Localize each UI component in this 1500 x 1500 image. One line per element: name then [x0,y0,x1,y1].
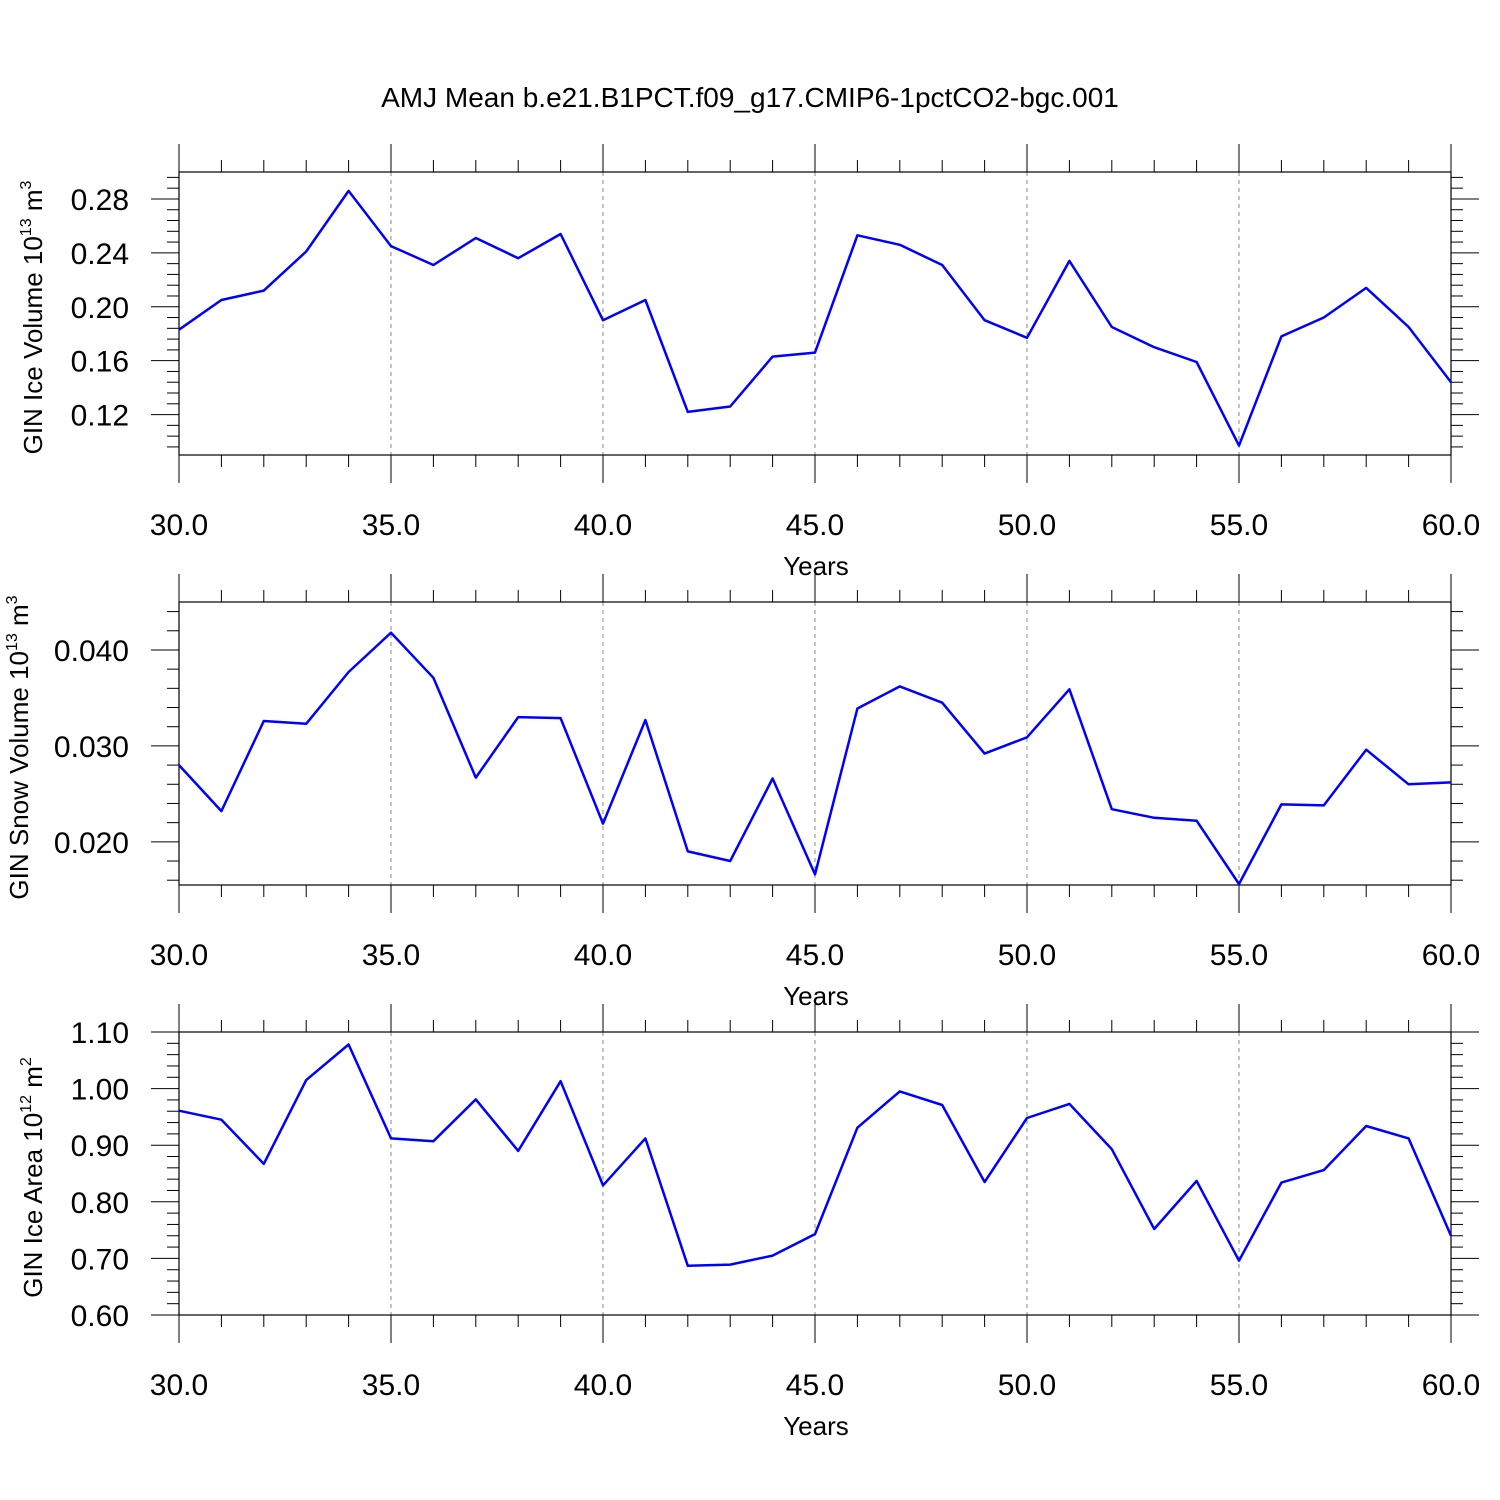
y-tick-label: 0.030 [54,731,129,764]
y-tick-label: 0.16 [71,346,129,379]
x-tick-label: 35.0 [362,509,420,542]
x-tick-label: 40.0 [574,939,632,972]
chart-title: AMJ Mean b.e21.B1PCT.f09_g17.CMIP6-1pctC… [381,82,1119,113]
y-axis-label: GIN Snow Volume 1013 m3 [4,595,34,899]
x-tick-label: 30.0 [150,509,208,542]
x-axis-label: Years [783,1411,849,1441]
x-tick-label: 40.0 [574,1369,632,1402]
series-line [178,189,1452,447]
x-tick-label: 55.0 [1210,939,1268,972]
x-tick-label: 50.0 [998,1369,1056,1402]
y-tick-label: 0.20 [71,292,129,325]
y-axis-label: GIN Ice Volume 1013 m3 [18,180,48,454]
y-tick-label: 0.24 [71,238,129,271]
x-tick-label: 60.0 [1422,939,1480,972]
x-tick-label: 35.0 [362,1369,420,1402]
x-tick-label: 35.0 [362,939,420,972]
y-tick-label: 0.020 [54,827,129,860]
ice-area-panel: 0.60 0.70 0.80 0.90 1.00 1.10 30.0 35.0 40.0 45.0… [18,1004,1480,1441]
x-tick-label: 45.0 [786,1369,844,1402]
y-tick-label: 0.12 [71,400,129,433]
x-tick-label: 45.0 [786,939,844,972]
snow-volume-panel: 0.020 0.030 0.040 30.0 35.0 40.0 45.0 50.0 55.0 6… [4,574,1480,1011]
y-tick-label: 0.040 [54,635,129,668]
x-tick-label: 60.0 [1422,1369,1480,1402]
x-axis-label: Years [783,551,849,581]
y-tick-label: 0.70 [71,1243,129,1276]
x-tick-label: 40.0 [574,509,632,542]
y-tick-label: 1.00 [71,1074,129,1107]
y-tick-label: 0.60 [71,1300,129,1333]
series-line [178,1043,1453,1268]
y-tick-label: 1.10 [71,1017,129,1050]
y-tick-label: 0.80 [71,1187,129,1220]
x-tick-label: 55.0 [1210,1369,1268,1402]
x-tick-label: 30.0 [150,1369,208,1402]
y-tick-label: 0.28 [71,184,129,217]
x-tick-label: 50.0 [998,939,1056,972]
ice-volume-panel: 0.12 0.16 0.20 0.24 0.28 30.0 35.0 40.0 45.0 50.0… [18,144,1480,581]
x-tick-label: 60.0 [1422,509,1480,542]
y-tick-label: 0.90 [71,1130,129,1163]
x-axis-label: Years [783,981,849,1011]
y-axis-label: GIN Ice Area 1012 m2 [18,1057,48,1298]
x-tick-label: 45.0 [786,509,844,542]
x-tick-label: 30.0 [150,939,208,972]
series-line [178,631,1452,886]
x-tick-label: 50.0 [998,509,1056,542]
x-tick-label: 55.0 [1210,509,1268,542]
